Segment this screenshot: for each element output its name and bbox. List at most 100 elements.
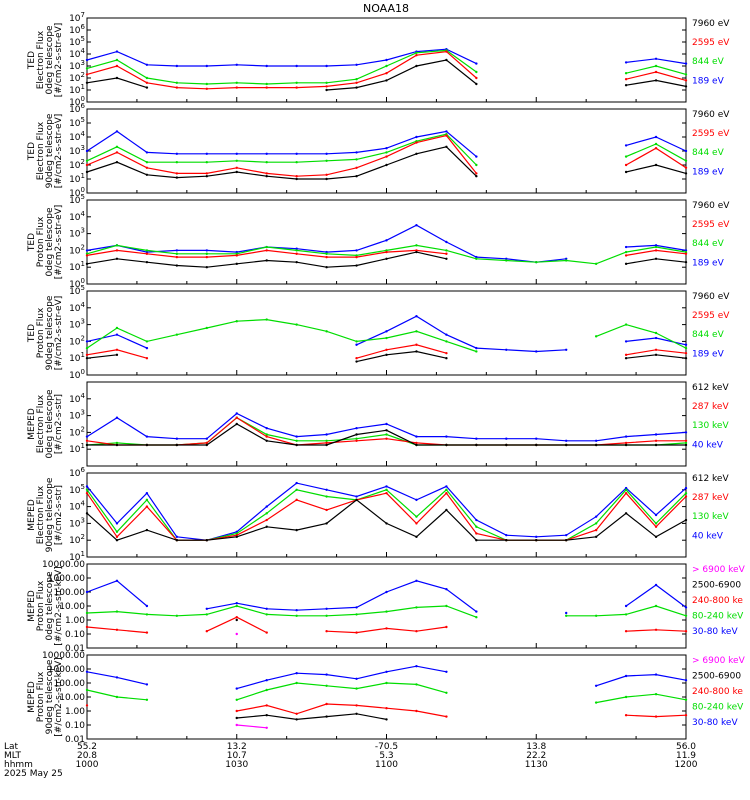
data-point xyxy=(175,172,179,175)
data-point xyxy=(85,58,89,62)
data-point xyxy=(145,443,149,447)
data-point xyxy=(235,416,238,419)
data-point xyxy=(265,512,268,515)
y-tick-label: 10000.00 xyxy=(42,651,85,661)
data-point xyxy=(115,257,119,260)
data-point xyxy=(325,673,328,676)
y-axis-label-line: TED xyxy=(27,51,37,70)
data-point xyxy=(654,147,658,150)
y-tick-label: 1000.00 xyxy=(48,574,85,584)
y-axis-label-line: [#/cm2-s-str] xyxy=(54,485,64,545)
data-point xyxy=(355,175,358,178)
data-point xyxy=(475,525,478,528)
data-point xyxy=(445,249,448,252)
data-point xyxy=(624,155,628,158)
data-point xyxy=(385,627,388,630)
data-point xyxy=(325,255,328,259)
data-point xyxy=(415,244,418,247)
data-point xyxy=(654,433,658,436)
data-point xyxy=(265,631,268,634)
data-point xyxy=(295,249,298,252)
data-point xyxy=(235,716,238,720)
data-point xyxy=(565,259,568,262)
data-point xyxy=(145,498,149,502)
legend-item: 7960 eV xyxy=(692,19,730,29)
data-point xyxy=(355,437,358,440)
data-point xyxy=(654,336,658,340)
y-tick-label: 0.01 xyxy=(65,735,85,745)
data-point xyxy=(654,693,658,696)
data-point xyxy=(654,249,658,252)
data-point xyxy=(145,340,149,343)
data-point xyxy=(415,330,418,333)
series-line-4 xyxy=(86,499,687,541)
y-tick-label: 101 xyxy=(69,172,85,185)
data-point xyxy=(594,614,598,617)
data-point xyxy=(445,485,448,488)
data-point xyxy=(684,73,688,76)
data-point xyxy=(475,257,478,260)
data-point xyxy=(624,435,628,438)
data-point xyxy=(205,437,208,440)
legend-item: 2595 eV xyxy=(692,129,730,139)
data-point xyxy=(445,670,448,673)
data-point xyxy=(295,528,298,532)
panel-6: 101 102 103 104 105 106 MEPED Electron Flux 90de… xyxy=(27,466,729,563)
data-point xyxy=(175,152,179,155)
data-point xyxy=(624,170,628,174)
data-point xyxy=(355,78,358,81)
data-point xyxy=(594,443,598,447)
data-point xyxy=(205,539,208,542)
data-point xyxy=(355,249,358,252)
data-point xyxy=(654,353,658,357)
data-point xyxy=(385,707,388,710)
data-point xyxy=(145,683,149,686)
x-tick-label-hhmm: 1100 xyxy=(375,760,398,770)
data-point xyxy=(115,249,119,252)
data-point xyxy=(145,86,149,89)
legend-item: 40 keV xyxy=(692,440,724,450)
data-point xyxy=(385,330,388,333)
data-point xyxy=(325,152,328,155)
data-point xyxy=(115,58,119,62)
data-point xyxy=(445,257,448,260)
plot-frame xyxy=(86,108,687,194)
data-point xyxy=(445,691,448,694)
data-point xyxy=(295,614,298,617)
legend-item: 7960 eV xyxy=(692,110,730,120)
plot-frame xyxy=(86,290,687,376)
data-point xyxy=(475,175,478,178)
data-point xyxy=(355,63,358,66)
data-point xyxy=(265,704,268,707)
data-point xyxy=(115,326,119,330)
legend-item: 189 eV xyxy=(692,349,725,359)
y-tick-label: 103 xyxy=(69,144,85,157)
data-point xyxy=(385,422,388,426)
data-point xyxy=(565,257,568,260)
data-point xyxy=(385,58,388,62)
series-line-5 xyxy=(236,724,267,729)
data-point xyxy=(145,260,149,264)
data-point xyxy=(654,135,658,139)
legend-item: 189 eV xyxy=(692,258,725,268)
data-point xyxy=(624,486,628,490)
y-tick-label: 103 xyxy=(69,318,85,331)
y-axis-label-line: Proton Flux xyxy=(36,671,46,722)
data-point xyxy=(355,255,358,259)
data-point xyxy=(385,163,388,167)
data-point xyxy=(235,709,238,713)
data-point xyxy=(295,609,298,612)
y-tick-label: 103 xyxy=(69,227,85,240)
data-point xyxy=(175,614,179,617)
data-point xyxy=(85,439,89,442)
data-point xyxy=(684,166,688,169)
data-point xyxy=(475,437,478,440)
data-point xyxy=(415,709,418,713)
data-point xyxy=(415,665,418,668)
data-point xyxy=(654,513,658,517)
y-tick-label: 104 xyxy=(69,392,85,405)
data-point xyxy=(684,698,688,701)
data-point xyxy=(624,512,628,515)
x-row-label: MLT xyxy=(4,751,22,761)
data-point xyxy=(445,604,448,608)
